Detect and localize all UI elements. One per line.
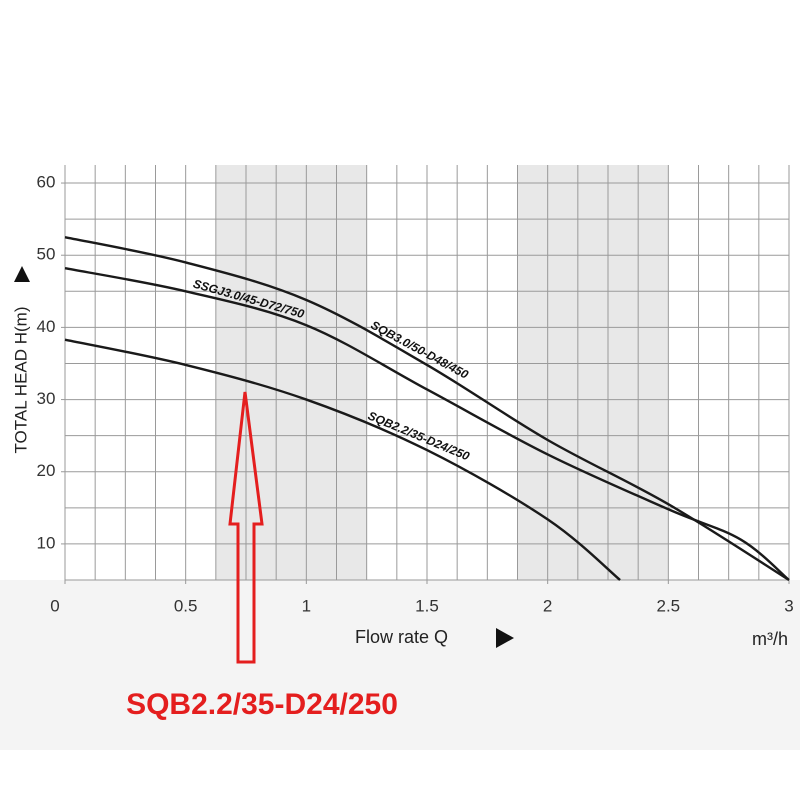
annotation: SQB2.2/35-D24/250 [126,688,398,721]
x-tick-label: 0.5 [174,596,198,615]
y-tick-label: 20 [37,461,56,480]
y-tick-label: 40 [37,317,56,336]
x-tick-label: 2.5 [657,596,681,615]
curve [64,235,790,582]
curve [64,338,621,581]
y-tick-label: 30 [37,389,56,408]
x-tick-label: 2 [543,596,552,615]
lower-band [0,580,800,750]
x-axis-arrow [496,628,514,648]
y-axis-label: TOTAL HEAD H(m) [11,306,30,453]
y-tick-label: 60 [37,173,56,192]
y-tick-label: 50 [37,245,56,264]
y-tick-label: 10 [37,533,56,552]
x-tick-label: 1.5 [415,596,439,615]
x-axis-label: Flow rate Q [355,627,448,647]
x-tick-label: 0 [50,596,59,615]
y-axis-arrow [14,266,30,282]
annotation-arrow [228,391,264,664]
x-unit: m³/h [752,629,788,649]
shaded-band [517,165,669,580]
curve [64,267,790,581]
x-tick-label: 1 [302,596,311,615]
shaded-band [215,165,367,580]
x-tick-label: 3 [784,596,793,615]
